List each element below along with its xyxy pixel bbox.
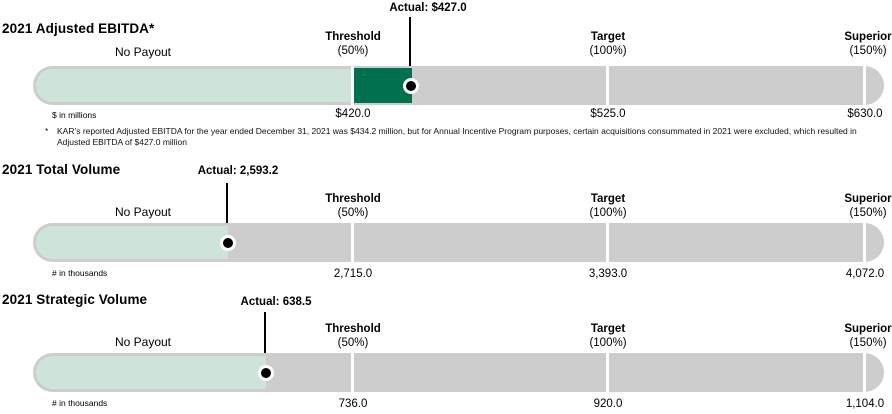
actual-value-label: Actual: 2,593.2 <box>197 165 279 177</box>
superior-name: Superior <box>844 323 892 335</box>
gauge-track-strategic-volume <box>33 353 884 392</box>
superior-column-label: Superior (150%) <box>844 192 891 220</box>
target-divider <box>606 353 609 392</box>
achieved-zone <box>354 68 412 103</box>
unit-label: $ in millions <box>52 110 97 120</box>
threshold-pct: (50%) <box>337 337 369 349</box>
threshold-value: 736.0 <box>338 398 368 410</box>
threshold-pct: (50%) <box>337 207 369 219</box>
superior-divider <box>863 353 866 392</box>
superior-pct: (150%) <box>849 337 887 349</box>
superior-value: 4,072.0 <box>845 268 885 280</box>
target-pct: (100%) <box>589 337 627 349</box>
threshold-name: Threshold <box>325 323 381 335</box>
superior-column-label: Superior (150%) <box>844 30 891 58</box>
target-divider <box>606 223 609 262</box>
superior-value: $630.0 <box>847 108 883 120</box>
threshold-pct: (50%) <box>337 45 369 57</box>
target-pct: (100%) <box>589 207 627 219</box>
gauge-track-total-volume <box>33 223 884 262</box>
actual-callout-line <box>264 312 266 373</box>
threshold-value: $420.0 <box>335 108 371 120</box>
superior-value: 1,104.0 <box>845 398 885 410</box>
superior-name: Superior <box>844 31 892 43</box>
footnote-asterisk: * <box>45 126 49 136</box>
no-payout-zone <box>36 356 266 389</box>
threshold-divider <box>351 223 354 262</box>
unit-label: # in thousands <box>52 398 108 408</box>
actual-callout-line <box>409 17 411 88</box>
target-divider <box>606 66 609 105</box>
threshold-column-label: Threshold (50%) <box>325 322 381 350</box>
threshold-name: Threshold <box>325 31 381 43</box>
target-value: $525.0 <box>590 108 626 120</box>
threshold-divider <box>351 66 354 105</box>
threshold-column-label: Threshold (50%) <box>325 30 381 58</box>
actual-value-label: Actual: $427.0 <box>389 2 467 14</box>
superior-divider <box>863 223 866 262</box>
gauge-track-adjusted-ebitda <box>33 66 884 105</box>
threshold-name: Threshold <box>325 193 381 205</box>
superior-divider <box>863 66 866 105</box>
no-payout-zone <box>36 226 228 259</box>
actual-value-label: Actual: 638.5 <box>240 296 312 308</box>
actual-callout-line <box>226 183 228 244</box>
target-column-label: Target (100%) <box>589 30 626 58</box>
no-payout-label: No Payout <box>114 45 172 59</box>
target-value: 920.0 <box>593 398 623 410</box>
threshold-column-label: Threshold (50%) <box>325 192 381 220</box>
unit-label: # in thousands <box>52 268 108 278</box>
section-title-strategic-volume: 2021 Strategic Volume <box>2 292 148 307</box>
target-column-label: Target (100%) <box>589 322 626 350</box>
target-name: Target <box>590 31 626 43</box>
section-title-adjusted-ebitda: 2021 Adjusted EBITDA* <box>2 21 155 36</box>
no-payout-zone <box>36 69 353 102</box>
actual-marker-dot <box>220 234 236 251</box>
target-name: Target <box>590 323 626 335</box>
superior-pct: (150%) <box>849 207 887 219</box>
target-name: Target <box>590 193 626 205</box>
target-column-label: Target (100%) <box>589 192 626 220</box>
section-title-total-volume: 2021 Total Volume <box>2 162 121 177</box>
target-value: 3,393.0 <box>588 268 628 280</box>
target-pct: (100%) <box>589 45 627 57</box>
threshold-value: 2,715.0 <box>333 268 373 280</box>
superior-name: Superior <box>844 193 892 205</box>
superior-pct: (150%) <box>849 45 887 57</box>
no-payout-label: No Payout <box>114 205 172 219</box>
no-payout-label: No Payout <box>114 335 172 349</box>
actual-marker-dot <box>258 364 274 381</box>
threshold-divider <box>351 353 354 392</box>
superior-column-label: Superior (150%) <box>844 322 891 350</box>
actual-marker-dot <box>403 77 419 94</box>
footnote-text: KAR’s reported Adjusted EBITDA for the y… <box>57 126 857 147</box>
